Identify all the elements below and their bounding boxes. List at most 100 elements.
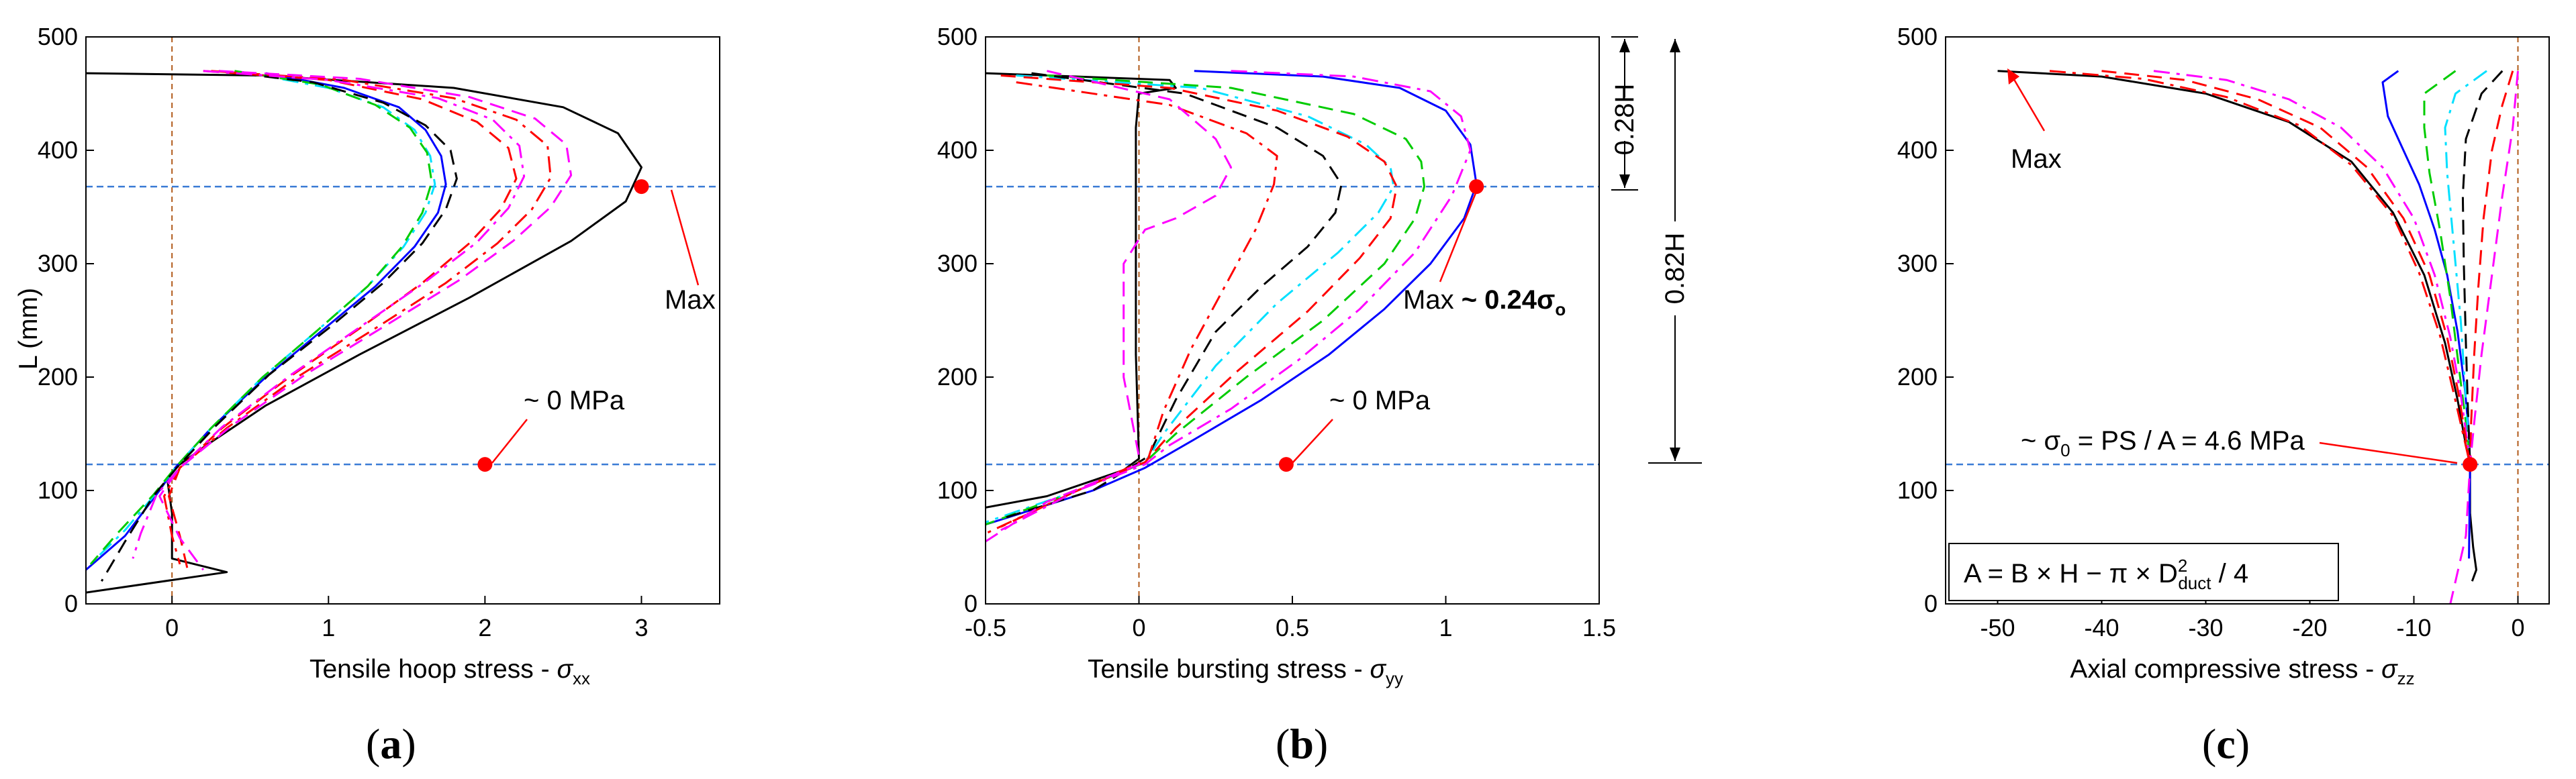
b-dim-top-arrow-up (1619, 39, 1630, 52)
x-tick-label: -40 (2084, 614, 2119, 641)
panel-c-marker-0 (2463, 457, 2478, 472)
panel-b-frame (985, 36, 1600, 605)
series-line-green-dashed (986, 74, 1425, 526)
panel-a-annotations: Max ~ 0 MPa (491, 189, 716, 464)
panel-c-label: (c) (2202, 720, 2250, 768)
x-tick-label: -50 (1980, 614, 2015, 641)
series-line-cyan-dashdot (93, 72, 436, 562)
panel-c-reference-lines (1946, 37, 2549, 604)
panel-b-marker-1 (1278, 457, 1294, 472)
y-tick-label: 400 (937, 136, 977, 164)
c-max-leader (2009, 73, 2046, 132)
y-tick-label: 100 (937, 476, 977, 504)
series-line-red-dashed (168, 70, 518, 570)
series-line-green-dashed (89, 70, 433, 565)
panel-b-markers (1278, 179, 1484, 472)
y-tick-label: 100 (1897, 476, 1938, 504)
series-line-red-dashed (1000, 74, 1398, 528)
series-line-cyan-dashdot (2444, 70, 2487, 465)
x-tick-label: 2 (478, 614, 491, 641)
x-tick-label: -0.5 (965, 614, 1006, 641)
panel-b-marker-0 (1469, 179, 1484, 195)
b-zero-leader (1292, 419, 1333, 464)
panel-a-ticks: 0 1 2 3 0 100 200 300 400 500 (38, 23, 649, 641)
series-line-black-dashed (2461, 70, 2503, 465)
x-tick-label: 1 (322, 614, 335, 641)
x-tick-label: -30 (2188, 614, 2223, 641)
x-tick-label: 1 (1439, 614, 1452, 641)
series-line-magenta-dashdot (2153, 70, 2471, 465)
series-line-black-dashed (1000, 72, 1343, 520)
b-dim-top-label: 0.28H (1610, 84, 1639, 156)
panel-a-markers (477, 179, 649, 472)
x-tick-label: -10 (2396, 614, 2431, 641)
y-tick-label: 500 (38, 23, 78, 50)
y-tick-label: 0 (964, 590, 977, 617)
y-tick-label: 500 (937, 23, 977, 50)
panel-c-xlabel: Axial compressive stress - σzz (2070, 655, 2414, 688)
series-line-blue-solid (2381, 70, 2471, 559)
b-dim-total-label: 0.82H (1660, 233, 1690, 305)
y-tick-label: 200 (937, 363, 977, 391)
x-tick-label: 0.5 (1276, 614, 1309, 641)
a-max-leader (670, 189, 700, 286)
y-tick-label: 300 (38, 250, 78, 277)
x-tick-label: -20 (2292, 614, 2327, 641)
series-line-black-solid (1997, 70, 2477, 582)
series-line-green-dashed (2423, 70, 2471, 465)
x-tick-label: 0 (2511, 614, 2524, 641)
c-sigma-leader (2319, 442, 2458, 464)
panel-a-series (86, 70, 642, 594)
x-tick-label: 1.5 (1582, 614, 1616, 641)
series-line-magenta-dashdot (1000, 70, 1472, 531)
y-tick-label: 300 (1897, 250, 1938, 277)
series-line-magenta-dashdot (132, 70, 526, 559)
y-tick-label: 0 (1924, 590, 1938, 617)
panel-c: -50 -40 -30 -20 -10 0 0 100 200 300 400 500 Max ~ σ… (1897, 23, 2550, 768)
panel-a-label: (a) (366, 720, 416, 768)
b-dim-total-arrow-down (1670, 448, 1680, 461)
series-line-red-dashdot (2049, 70, 2471, 465)
c-max-arrowhead (2007, 68, 2019, 85)
panel-a-reference-lines (86, 37, 720, 604)
b-zero-label: ~ 0 MPa (1329, 386, 1431, 415)
series-line-blue-solid (986, 70, 1478, 526)
panel-b-reference-lines (986, 37, 1599, 604)
y-tick-label: 0 (64, 590, 78, 617)
panel-c-series (1997, 70, 2519, 604)
b-max-label: Max ~ 0.24σo (1403, 285, 1566, 319)
panel-b-xlabel: Tensile bursting stress - σyy (1088, 655, 1403, 688)
series-line-magenta-dashed (158, 70, 573, 571)
y-tick-label: 100 (38, 476, 78, 504)
a-zero-leader (491, 419, 528, 464)
series-line-cyan-dashdot (986, 74, 1395, 523)
x-tick-label: 0 (165, 614, 179, 641)
series-line-red-dashed-near-zero (2469, 70, 2514, 465)
panel-b-series (986, 70, 1478, 543)
panel-c-markers (2463, 457, 2478, 472)
panel-b-label: (b) (1276, 720, 1328, 768)
a-zero-label: ~ 0 MPa (524, 386, 625, 415)
y-tick-label: 400 (1897, 136, 1938, 164)
b-max-leader (1439, 189, 1478, 282)
y-tick-label: 400 (38, 136, 78, 164)
c-max-label: Max (2011, 144, 2062, 174)
series-line-red-dashed (2101, 70, 2471, 465)
c-sigma-label: ~ σ0 = PS / A = 4.6 MPa (2021, 426, 2305, 460)
x-tick-label: 3 (634, 614, 648, 641)
panel-b-annotations: Max ~ 0.24σo ~ 0 MPa 0.28H 0.82H (1292, 36, 1702, 464)
y-axis-label: L (mm) (14, 288, 43, 370)
y-tick-label: 300 (937, 250, 977, 277)
series-line-black-solid (986, 72, 1177, 509)
panel-c-annotations: Max ~ σ0 = PS / A = 4.6 MPa A = B × H − … (1948, 68, 2458, 601)
x-tick-label: 0 (1132, 614, 1145, 641)
panel-a-xlabel: Tensile hoop stress - σxx (309, 655, 590, 688)
series-line-red-dashdot (986, 81, 1278, 535)
c-area-formula: A = B × H − π × D2 duct / 4 (1964, 556, 2248, 593)
panel-a-marker-0 (634, 179, 649, 195)
b-dim-top-arrow-down (1619, 174, 1630, 188)
panel-c-frame (1945, 36, 2550, 605)
